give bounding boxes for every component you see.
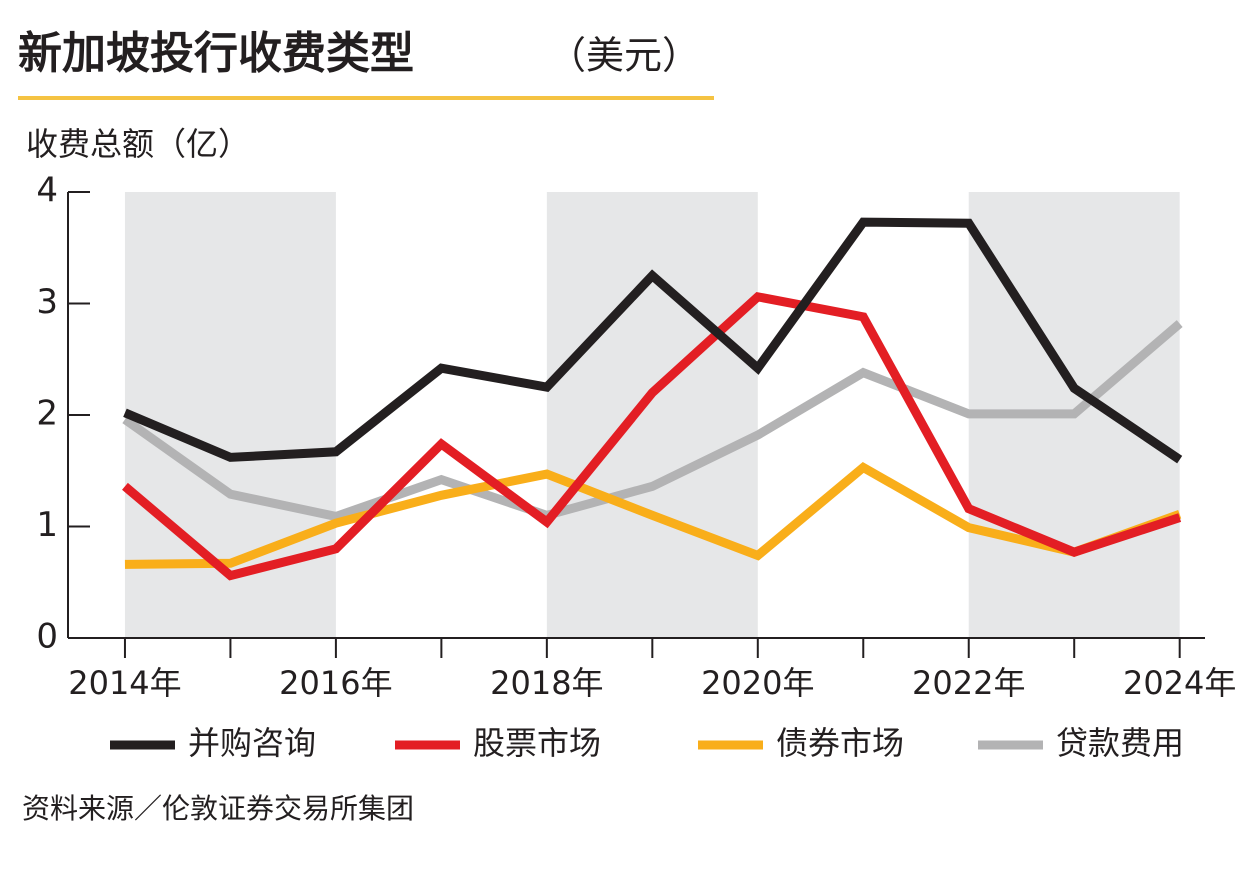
legend-label: 股票市场: [473, 724, 601, 762]
x-tick-label: 2018年: [490, 664, 603, 702]
legend-label: 债券市场: [776, 724, 904, 762]
y-tick-label: 1: [36, 505, 58, 545]
legend-label: 贷款费用: [1056, 724, 1184, 762]
x-tick-label: 2014年: [68, 664, 181, 702]
chart-subtitle: （美元）: [548, 34, 700, 78]
chart-title: 新加坡投行收费类型: [18, 28, 414, 79]
y-tick-label: 4: [36, 171, 58, 211]
y-tick-label: 3: [36, 282, 58, 322]
series-line: [124, 461, 1182, 569]
x-tick-label: 2020年: [701, 664, 814, 702]
series-line: [122, 291, 1182, 581]
x-tick-label: 2024年: [1123, 664, 1236, 702]
y-tick-label: 0: [36, 617, 58, 657]
y-axis-label: 收费总额（亿）: [26, 125, 250, 163]
x-tick-label: 2022年: [912, 664, 1025, 702]
x-tick-label: 2016年: [279, 664, 392, 702]
series-line: [122, 320, 1183, 522]
series-line: [123, 217, 1183, 464]
legend-label: 并购咨询: [188, 724, 316, 762]
source: 资料来源／伦敦证券交易所集团: [22, 792, 414, 825]
y-tick-label: 2: [36, 394, 58, 434]
shaded-band: [546, 192, 758, 638]
